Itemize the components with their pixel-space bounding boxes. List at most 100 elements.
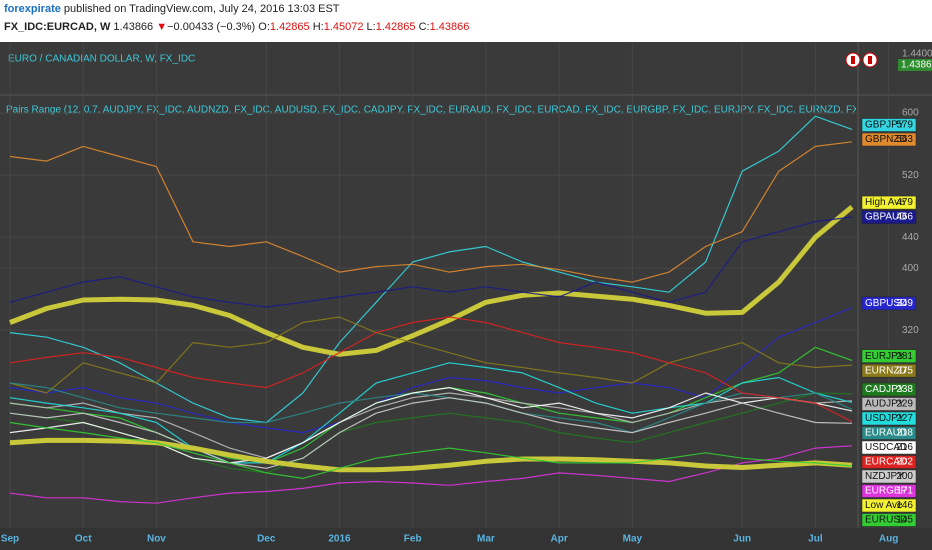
- chart: EURO / CANADIAN DOLLAR, W, FX_IDC 1.4400…: [0, 42, 932, 550]
- series-line: [9, 397, 853, 469]
- background: [0, 42, 932, 550]
- legend-box: [861, 440, 917, 455]
- legend-box: [861, 382, 917, 397]
- value-label: 146: [896, 500, 913, 511]
- x-tick-label: Jun: [733, 534, 751, 545]
- value-label: 229: [896, 399, 913, 410]
- legend-box: [861, 455, 917, 469]
- value-label: 227: [896, 413, 913, 424]
- ohlc-value: 1.43866: [429, 21, 470, 33]
- value-label: 563: [896, 134, 913, 145]
- legend-box: [861, 397, 917, 411]
- value-label: 145: [896, 515, 913, 526]
- publish-line: forexpirate published on TradingView.com…: [0, 0, 932, 18]
- value-label: 281: [896, 351, 913, 362]
- legend-box: [861, 469, 917, 484]
- series-line: [9, 382, 853, 434]
- x-tick-label: Feb: [404, 534, 422, 545]
- x-tick-label: 2016: [328, 534, 351, 545]
- legend-name: CADJPY: [865, 384, 905, 395]
- value-label: 479: [896, 197, 913, 208]
- legend-name: High Ave: [865, 197, 905, 208]
- series-line: [9, 445, 853, 504]
- legend-box: [861, 210, 917, 224]
- legend-box: [861, 513, 917, 527]
- series-line: [9, 204, 854, 357]
- value-label: 466: [896, 212, 913, 223]
- series-line: [9, 307, 853, 434]
- ohlc-label: L:: [366, 21, 376, 33]
- series-line: [9, 316, 853, 423]
- value-label: 579: [896, 120, 913, 131]
- legend-name: AUDJPY: [865, 399, 905, 410]
- legend-box: [861, 498, 917, 513]
- legend-name: NZDJPY: [865, 471, 904, 482]
- symbol: FX_IDC:EURCAD, W: [4, 21, 111, 33]
- series-line: [9, 316, 853, 394]
- ohlc-value: 1.42865: [269, 21, 310, 33]
- price: 1.43866: [113, 21, 154, 33]
- y-tick-label: 320: [902, 325, 919, 336]
- price-axis-label: 1.44000: [902, 49, 932, 60]
- ohlc-label: C:: [418, 21, 430, 33]
- indicator-title: Pairs Range (12, 0.7, AUDJPY, FX_IDC, AU…: [6, 105, 932, 116]
- x-tick-label: Sep: [1, 534, 19, 545]
- y-tick-label: 600: [902, 108, 919, 119]
- x-tick-label: Mar: [477, 534, 495, 545]
- last-price: 1.43866: [901, 60, 932, 71]
- header: forexpirate published on TradingView.com…: [0, 0, 932, 42]
- value-label: 171: [896, 486, 913, 497]
- ohlc: O:1.42865 H:1.45072 L:1.42865 C:1.43866: [258, 21, 469, 33]
- legend-name: EURJPY: [865, 351, 905, 362]
- x-axis-band: [0, 528, 932, 550]
- value-label: 238: [896, 384, 913, 395]
- legend-name: Low Ave: [865, 500, 903, 511]
- x-tick-label: Jul: [808, 534, 823, 545]
- legend-name: GBPAUD: [865, 212, 907, 223]
- value-label: 275: [896, 365, 913, 376]
- series-line: [9, 362, 853, 464]
- arrow: ▼: [156, 21, 168, 33]
- y-tick-label: 520: [902, 170, 919, 181]
- series-line: [9, 115, 853, 424]
- published: published on TradingView.com, July 24, 2…: [63, 3, 340, 15]
- x-tick-label: Oct: [75, 534, 92, 545]
- legend-box: [861, 132, 917, 147]
- x-tick-label: Nov: [147, 534, 166, 545]
- legend-name: USDJPY: [865, 413, 905, 424]
- ohlc-value: 1.42865: [375, 21, 416, 33]
- x-tick-label: Dec: [257, 534, 276, 545]
- legend-name: EURNZD: [865, 365, 907, 376]
- legend-name: GBPJPY: [865, 120, 905, 131]
- legend-name: USDCAD: [865, 442, 907, 453]
- legend-name: EURUSD: [865, 515, 907, 526]
- ohlc-value: 1.45072: [323, 21, 364, 33]
- y-tick-label: 400: [902, 263, 919, 274]
- legend-name: GBPNZD: [865, 134, 907, 145]
- quote-line: FX_IDC:EURCAD, W 1.43866 ▼−0.00433 (−0.3…: [0, 18, 932, 36]
- value-label: 218: [896, 428, 913, 439]
- change: −0.00433 (−0.3%): [167, 21, 256, 33]
- legend-name: GBPUSD: [865, 298, 907, 309]
- x-tick-label: Apr: [551, 534, 568, 545]
- author[interactable]: forexpirate: [4, 3, 61, 15]
- value-label: 349: [896, 298, 913, 309]
- legend-name: EURCAD: [865, 457, 907, 468]
- legend-box: [861, 411, 917, 426]
- legend-box: [861, 118, 917, 132]
- legend-box: [861, 296, 917, 311]
- value-label: 202: [896, 457, 913, 468]
- legend-box: [861, 363, 917, 378]
- y-tick-label: 440: [902, 232, 919, 243]
- legend-box: [861, 349, 917, 363]
- legend-name: EURAUD: [865, 428, 907, 439]
- value-label: 200: [896, 471, 913, 482]
- last-price-box: [898, 59, 932, 71]
- series-line: [9, 216, 853, 308]
- series-line: [9, 421, 853, 479]
- pane-title: EURO / CANADIAN DOLLAR, W, FX_IDC: [8, 54, 195, 65]
- value-label: 216: [896, 442, 913, 453]
- x-tick-label: May: [623, 534, 643, 545]
- ohlc-label: O:: [258, 21, 270, 33]
